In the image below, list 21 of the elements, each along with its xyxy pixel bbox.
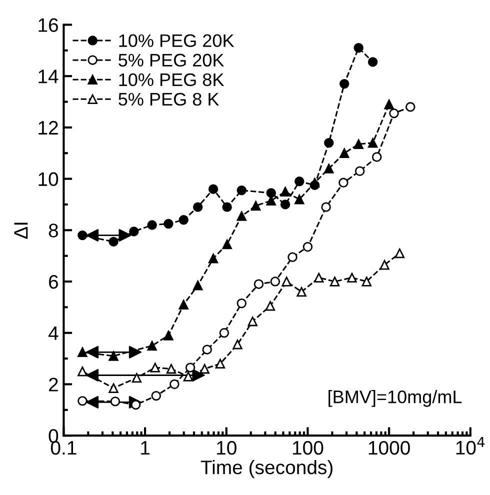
x-tick-label: 100 [292,440,324,455]
legend-label: 5% PEG 8 K [118,92,220,106]
legend-label: 10% PEG 8K [119,73,224,86]
y-tick-label: 6 [49,275,58,289]
x-tick-label: 10 [217,440,236,455]
y-tick-label: 4 [48,326,58,340]
y-axis-title: ΔI [14,222,28,239]
annotation: [BMV]=10mg/mL [328,390,462,407]
legend-label: 5% PEG 20K [118,54,224,67]
y-tick-label: 16 [38,18,58,32]
y-tick-label: 2 [49,378,58,392]
x-tick-label: 0.1 [50,440,76,455]
x-tick-label: 1 [141,441,150,455]
x-tick-label: 1000 [368,440,410,455]
y-tick-label: 8 [48,224,58,238]
y-tick-label: 12 [38,120,58,135]
legend-label: 10% PEG 20K [119,34,234,48]
y-tick-label: 14 [38,70,58,84]
y-tick-label: 10 [38,172,58,186]
x-axis-title: Time (seconds) [200,460,332,478]
x-tick-label: 10$^{4}$ [456,437,485,455]
